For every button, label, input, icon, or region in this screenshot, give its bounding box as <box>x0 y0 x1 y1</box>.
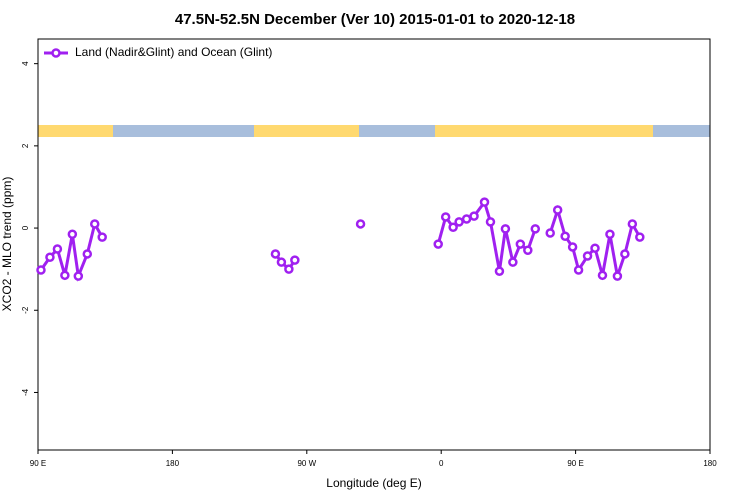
y-tick-label: -4 <box>21 388 30 396</box>
data-point <box>433 239 443 249</box>
legend-label: Land (Nadir&Glint) and Ocean (Glint) <box>75 45 272 59</box>
data-line <box>548 204 642 277</box>
data-point <box>97 232 107 242</box>
data-point <box>36 265 46 275</box>
x-tick-label: 180 <box>703 459 717 468</box>
data-point <box>515 239 526 249</box>
y-tick-label: 0 <box>21 225 30 230</box>
data-point <box>605 229 615 239</box>
data-point <box>284 264 294 274</box>
data-point <box>290 255 300 265</box>
data-point <box>485 217 496 227</box>
data-point <box>448 222 458 232</box>
data-point <box>270 249 281 259</box>
data-point <box>523 245 533 256</box>
land-ocean-band <box>38 125 710 137</box>
data-point <box>573 265 584 275</box>
chart-title: 47.5N-52.5N December (Ver 10) 2015-01-01… <box>175 11 575 28</box>
x-tick-label: 90 W <box>297 459 316 468</box>
x-tick-label: 90 E <box>567 459 583 468</box>
ocean <box>359 125 435 137</box>
plot-frame <box>37 38 711 451</box>
data-point <box>355 219 366 229</box>
data-point <box>461 214 472 224</box>
data-point <box>45 252 55 262</box>
y-tick-label: 4 <box>21 61 30 66</box>
x-tick-label: 90 E <box>30 459 46 468</box>
data-point <box>52 244 63 254</box>
data-point <box>469 211 479 221</box>
data-point <box>82 249 93 259</box>
data-point <box>89 219 100 229</box>
data-point <box>454 217 464 227</box>
y-axis-label: XCO2 - MLO trend (ppm) <box>0 177 14 312</box>
data-point <box>552 205 563 215</box>
data-point <box>494 266 505 276</box>
land <box>38 125 113 137</box>
data-point <box>60 270 70 281</box>
data-point <box>590 243 600 253</box>
data-line <box>274 253 297 272</box>
legend-marker <box>51 48 61 58</box>
x-tick-label: 0 <box>439 459 444 468</box>
land <box>435 125 653 137</box>
data-point <box>620 249 630 259</box>
ocean <box>653 125 710 137</box>
data-point <box>479 197 490 207</box>
land <box>254 125 359 137</box>
data-point <box>597 270 608 281</box>
data-point <box>67 229 78 239</box>
y-tick-label: -2 <box>21 306 30 314</box>
data-point <box>545 228 555 238</box>
data-line <box>436 198 537 272</box>
y-tick-label: 2 <box>21 143 30 148</box>
data-point <box>582 251 593 261</box>
data-point <box>508 257 518 267</box>
data-point <box>276 257 287 267</box>
data-point <box>73 271 84 281</box>
x-axis-label: Longitude (deg E) <box>326 476 421 490</box>
data-point <box>612 271 623 281</box>
data-point <box>560 231 570 242</box>
data-point <box>500 224 511 234</box>
data-point <box>440 212 451 222</box>
data-point <box>530 224 541 234</box>
data-point <box>627 219 638 229</box>
x-tick-label: 180 <box>166 459 180 468</box>
data-point <box>567 242 578 252</box>
data-point <box>635 232 645 242</box>
ocean <box>113 125 254 137</box>
